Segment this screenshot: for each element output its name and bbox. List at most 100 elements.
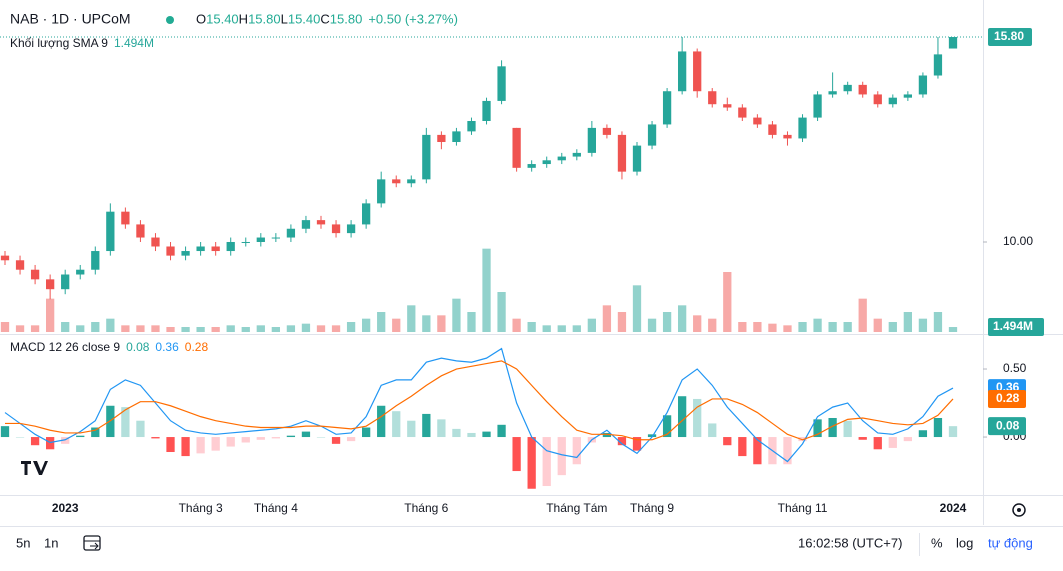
y-tick-label: 0.50 [1003, 361, 1027, 375]
macd-histogram-bar [91, 427, 100, 438]
macd-histogram-bar [903, 437, 912, 442]
macd-histogram-bar [948, 426, 958, 438]
candle-body [121, 211, 130, 225]
volume-bar [497, 292, 506, 332]
calendar-arrow [90, 542, 99, 550]
volume-badge [988, 318, 1044, 337]
macd-histogram-bar [136, 420, 145, 438]
candle-body [196, 246, 205, 252]
candle-body [136, 224, 145, 238]
range-button[interactable]: 5n [16, 535, 30, 550]
status-dot [166, 16, 174, 24]
candle-body [256, 237, 265, 242]
candle-body [798, 117, 807, 139]
settings-icon[interactable] [1012, 503, 1026, 517]
volume-bar [632, 285, 642, 332]
volume-bar [572, 325, 581, 332]
candle-body [166, 246, 175, 256]
legend-header: NAB · 1D · UPCoM O 15.40 H 15.80 L 15.40 C 15.8… [10, 11, 458, 27]
volume-bar [482, 248, 491, 332]
candle-body [15, 260, 25, 270]
macd-histogram-bar [783, 437, 792, 465]
macd-histogram-bar [617, 437, 627, 446]
macd-histogram-bar [497, 424, 506, 438]
volume-bar [196, 327, 205, 332]
candle-body [617, 134, 627, 172]
log-button[interactable]: log [956, 535, 973, 550]
volume-bar [708, 318, 717, 332]
volume-bar [211, 327, 220, 332]
range-button[interactable]: 1n [44, 535, 58, 550]
date-range-icon[interactable] [83, 535, 101, 551]
volume-bar [467, 312, 476, 332]
candle-body [0, 255, 10, 261]
macd-legend-value: 0.28 [185, 340, 209, 354]
volume-bar [798, 322, 807, 332]
candle-body [708, 91, 717, 105]
percent-button[interactable]: % [931, 535, 943, 550]
volume-bar [377, 312, 386, 332]
candle-body [241, 241, 250, 243]
candle-body [527, 164, 536, 168]
candle-body [948, 37, 958, 49]
volume-sma-value: 1.494M [114, 36, 154, 50]
macd-histogram-bar [678, 396, 687, 438]
candle-body [30, 269, 40, 280]
macd-histogram-bar [15, 437, 25, 438]
macd-histogram-bar [61, 437, 70, 444]
gear[interactable] [1012, 503, 1026, 517]
macd-histogram-bar [346, 437, 356, 442]
macd-histogram-bar [858, 437, 867, 440]
macd-histogram-bar [512, 437, 521, 472]
volume-bar [527, 322, 536, 332]
volume-bar [256, 325, 265, 332]
volume-badge-label: 1.494M [993, 319, 1033, 333]
legend-value: 15.40 [206, 11, 239, 26]
auto-button[interactable]: tự động [988, 535, 1033, 550]
candle-body [512, 127, 521, 168]
volume-bar [61, 322, 70, 332]
volume-bar [0, 322, 10, 332]
macd-histogram-bar [181, 437, 190, 457]
macd-badge [988, 389, 1026, 408]
candle-body [467, 120, 476, 132]
gear-center [1017, 508, 1021, 512]
x-tick-label: 2023 [52, 501, 79, 515]
volume-bar [888, 322, 897, 332]
volume-bar [693, 315, 702, 332]
candle-body [452, 131, 461, 143]
macd-histogram-bar [301, 431, 311, 438]
price-badge [988, 28, 1032, 47]
macd-line [5, 360, 954, 441]
symbol: NAB · 1D · UPCoM [10, 11, 131, 27]
volume-bar [346, 322, 356, 332]
volume-bar [813, 318, 822, 332]
legend-value: L [281, 11, 288, 26]
calendar[interactable] [83, 535, 101, 551]
candle-body [362, 203, 371, 225]
x-tick-label: Tháng Tám [546, 501, 607, 515]
volume-bar [557, 325, 566, 332]
volume-bar [30, 325, 40, 332]
volume-bar [91, 322, 100, 332]
volume-bar [858, 298, 867, 332]
candle-body [346, 224, 356, 234]
volume-bar [903, 312, 912, 332]
macd-histogram-bar [753, 437, 762, 465]
volume-bar [422, 315, 431, 332]
macd-histogram-bar [422, 413, 431, 438]
candle-body [497, 66, 506, 101]
macd-histogram-bar [0, 426, 10, 438]
macd-histogram-bar [933, 417, 943, 438]
candle-body [286, 228, 296, 238]
volume-bar [76, 325, 85, 332]
candle-body [271, 237, 280, 239]
volume-bar [407, 305, 416, 332]
candle-body [331, 224, 341, 234]
candle-body [843, 84, 852, 92]
macd-line [4, 347, 954, 463]
macd-histogram-bar [452, 428, 461, 438]
candle-body [783, 134, 792, 139]
volume-bar [738, 322, 747, 332]
volume-bar [542, 325, 551, 332]
